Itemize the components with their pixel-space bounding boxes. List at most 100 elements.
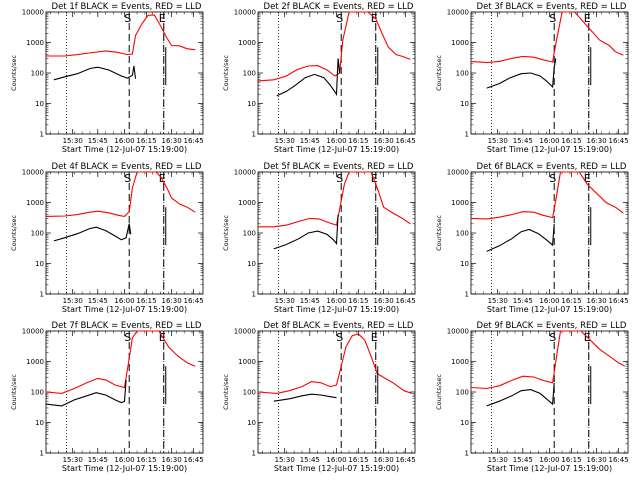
panel-2: Det 2f BLACK = Events, RED = LLD 1 10 100 10…: [222, 2, 416, 154]
x-tick-label: 15:45: [300, 456, 320, 464]
x-tick-label: 16:30: [374, 456, 394, 464]
panel-title: Det 3f BLACK = Events, RED = LLD: [477, 2, 627, 12]
x-tick-label: 16:00: [539, 297, 559, 305]
events-series-line: [45, 379, 127, 407]
panel-title: Det 4f BLACK = Events, RED = LLD: [52, 162, 202, 172]
x-tick-label: 16:30: [162, 456, 182, 464]
x-tick-label: 15:45: [300, 137, 320, 145]
x-tick-label: 16:00: [539, 137, 559, 145]
x-tick-label: 15:30: [275, 137, 295, 145]
x-axis-label: Start Time (12-Jul-07 15:19:00): [274, 145, 399, 154]
x-tick-label: 16:00: [326, 456, 346, 464]
y-axis-label: Counts/sec: [222, 55, 230, 91]
lld-series-line: [258, 171, 411, 228]
x-tick-label: 16:15: [136, 137, 156, 145]
panel-3: Det 3f BLACK = Events, RED = LLD 1 10 100 10…: [435, 2, 629, 154]
x-tick-label: 16:15: [348, 456, 368, 464]
x-tick-label: 16:00: [326, 137, 346, 145]
plot-frame: [257, 171, 416, 295]
x-tick-label: 16:30: [162, 137, 182, 145]
panel-5: Det 5f BLACK = Events, RED = LLD 1 10 100 10…: [222, 162, 416, 314]
x-tick-label: 15:45: [88, 456, 108, 464]
y-tick-label: 100: [456, 389, 469, 397]
x-tick-label: 15:30: [488, 137, 508, 145]
y-tick-label: 10: [460, 419, 469, 427]
y-tick-label: 1000: [451, 199, 469, 207]
x-tick-label: 16:45: [183, 297, 203, 305]
lld-series-line: [257, 11, 411, 82]
y-tick-label: 10000: [447, 328, 469, 336]
y-axis-label: Counts/sec: [10, 55, 18, 91]
y-tick-label: 10: [35, 100, 44, 108]
x-axis-label: Start Time (12-Jul-07 15:19:00): [487, 464, 612, 473]
y-tick-label: 10: [460, 260, 469, 268]
plot-frame: [470, 171, 629, 295]
x-tick-label: 16:00: [114, 456, 134, 464]
x-tick-label: 16:45: [608, 456, 628, 464]
interval-marker-label: S: [336, 12, 343, 25]
interval-marker-label: S: [549, 172, 556, 185]
y-tick-label: 1: [465, 131, 469, 139]
x-tick-label: 16:45: [608, 297, 628, 305]
panel-title: Det 2f BLACK = Events, RED = LLD: [264, 2, 414, 12]
plot-frame: [45, 330, 204, 454]
x-tick-label: 16:45: [395, 456, 415, 464]
x-axis-label: Start Time (12-Jul-07 15:19:00): [274, 464, 399, 473]
y-tick-label: 100: [456, 70, 469, 78]
y-tick-label: 10: [35, 260, 44, 268]
x-tick-label: 16:45: [183, 456, 203, 464]
x-tick-label: 16:30: [587, 297, 607, 305]
y-tick-label: 1000: [451, 358, 469, 366]
y-axis-label: Counts/sec: [435, 215, 443, 251]
x-tick-label: 16:45: [395, 137, 415, 145]
events-series-line: [486, 223, 555, 252]
y-tick-label: 10000: [234, 169, 256, 177]
interval-marker-label: S: [549, 12, 556, 25]
y-axis-label: Counts/sec: [435, 374, 443, 410]
x-tick-label: 16:00: [114, 137, 134, 145]
y-tick-label: 1: [465, 291, 469, 299]
interval-marker-label: S: [124, 331, 131, 344]
x-tick-label: 15:45: [513, 137, 533, 145]
x-tick-label: 16:15: [136, 456, 156, 464]
x-tick-label: 16:00: [114, 297, 134, 305]
panel-title: Det 7f BLACK = Events, RED = LLD: [52, 321, 202, 331]
x-axis-label: Start Time (12-Jul-07 15:19:00): [62, 464, 187, 473]
y-axis-label: Counts/sec: [10, 215, 18, 251]
x-axis-label: Start Time (12-Jul-07 15:19:00): [487, 305, 612, 314]
y-tick-label: 1: [40, 291, 44, 299]
x-tick-label: 16:30: [162, 297, 182, 305]
y-tick-label: 10000: [447, 9, 469, 17]
lld-series-line: [470, 11, 624, 64]
x-tick-label: 15:30: [63, 137, 83, 145]
panel-title: Det 9f BLACK = Events, RED = LLD: [477, 321, 627, 331]
interval-marker-label: S: [124, 12, 131, 25]
y-tick-label: 1000: [451, 39, 469, 47]
y-tick-label: 1000: [26, 358, 44, 366]
y-axis-label: Counts/sec: [435, 55, 443, 91]
y-tick-label: 1: [252, 291, 256, 299]
events-series-line: [486, 58, 557, 89]
lld-series-line: [470, 171, 624, 220]
x-tick-label: 16:15: [136, 297, 156, 305]
x-axis-label: Start Time (12-Jul-07 15:19:00): [62, 145, 187, 154]
y-tick-label: 100: [31, 389, 44, 397]
x-tick-label: 16:00: [326, 297, 346, 305]
events-series-line: [53, 65, 137, 81]
panel-title: Det 1f BLACK = Events, RED = LLD: [52, 2, 202, 12]
events-series-line: [276, 58, 341, 97]
x-axis-label: Start Time (12-Jul-07 15:19:00): [274, 305, 399, 314]
y-tick-label: 1000: [238, 39, 256, 47]
x-tick-label: 15:30: [63, 456, 83, 464]
interval-marker-label: E: [584, 12, 591, 25]
x-tick-label: 16:45: [395, 297, 415, 305]
y-tick-label: 100: [243, 230, 256, 238]
x-axis-label: Start Time (12-Jul-07 15:19:00): [487, 145, 612, 154]
x-tick-label: 15:30: [275, 297, 295, 305]
x-tick-label: 15:30: [488, 297, 508, 305]
plot-frame: [470, 330, 629, 454]
events-series-line: [486, 382, 555, 407]
panel-7: Det 7f BLACK = Events, RED = LLD 1 10 100 10…: [10, 321, 204, 473]
x-tick-label: 16:30: [587, 456, 607, 464]
